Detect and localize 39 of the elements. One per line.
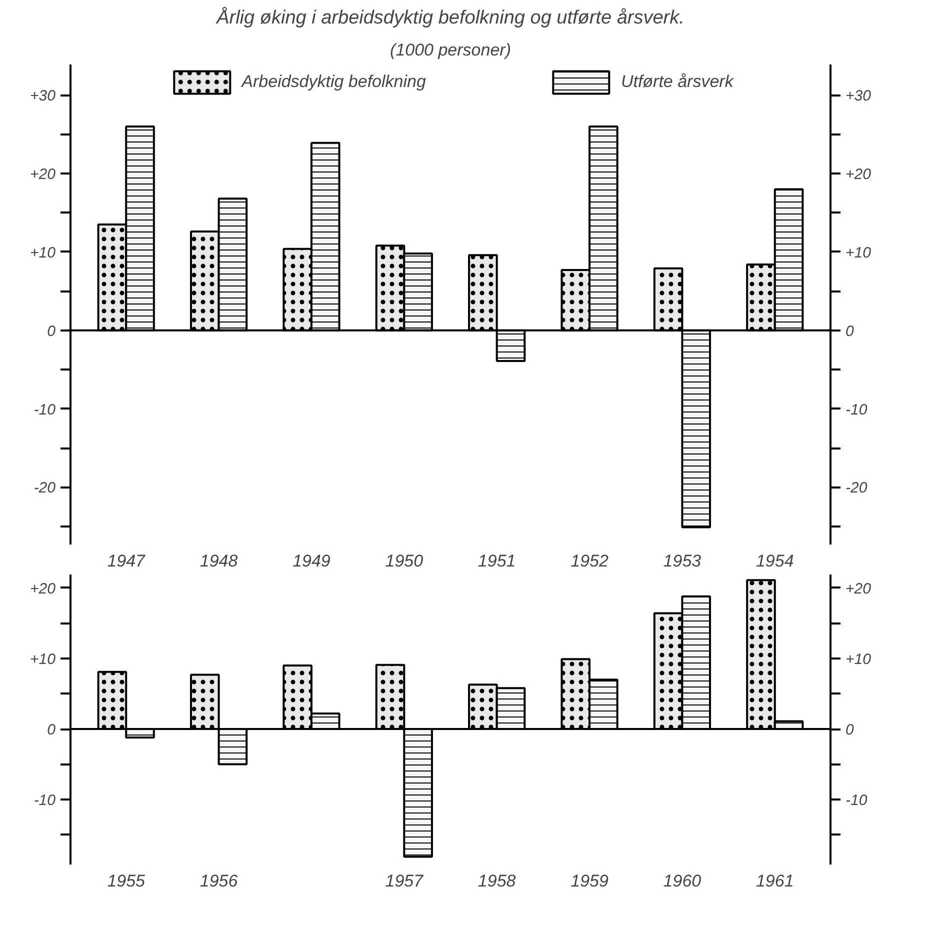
x-tick-label: 1959 xyxy=(570,872,609,890)
y2-tick-label: 0 xyxy=(846,722,854,739)
x-tick-label: 1953 xyxy=(663,552,702,570)
x-tick-label: 1948 xyxy=(200,552,238,570)
x-tick-label: 1960 xyxy=(663,872,702,890)
y-tick-label: +10 xyxy=(30,650,56,668)
x-tick-label: 1950 xyxy=(385,552,424,570)
chart-subtitle: (1000 personer) xyxy=(390,40,511,60)
y-tick-label: +10 xyxy=(30,244,56,262)
y2-tick-label: +10 xyxy=(846,650,872,668)
x-tick-label: 1957 xyxy=(385,872,424,890)
y-tick-label: +20 xyxy=(30,166,56,184)
y-tick-label: -10 xyxy=(34,401,56,418)
y2-tick-label: 0 xyxy=(846,322,854,340)
y-tick-label: 0 xyxy=(47,322,56,340)
legend-label: Arbeidsdyktig befolkning xyxy=(242,72,426,92)
y2-tick-label: -10 xyxy=(846,401,868,418)
x-tick-label: 1954 xyxy=(756,552,794,570)
y-tick-label: 0 xyxy=(47,722,56,739)
y2-tick-label: -10 xyxy=(846,792,868,810)
x-tick-label: 1952 xyxy=(570,552,609,570)
y-tick-label: +30 xyxy=(30,88,56,105)
x-tick-label: 1949 xyxy=(292,552,331,570)
y-tick-label: +20 xyxy=(30,580,56,598)
x-tick-label: 1955 xyxy=(107,872,146,890)
x-tick-label: 1951 xyxy=(478,552,516,570)
x-tick-label: 1958 xyxy=(478,872,516,890)
x-tick-label: 1947 xyxy=(107,552,146,570)
legend-label: Utførte årsverk xyxy=(620,72,734,92)
y-tick-label: -20 xyxy=(34,480,56,497)
y2-tick-label: +30 xyxy=(846,88,872,105)
y2-tick-label: +20 xyxy=(846,166,872,184)
x-tick-label: 1961 xyxy=(756,872,794,890)
y2-tick-label: +10 xyxy=(846,244,872,262)
y-tick-label: -10 xyxy=(34,792,56,810)
x-tick-label: 1956 xyxy=(200,872,238,890)
y2-tick-label: -20 xyxy=(846,480,868,497)
chart-title: Årlig øking i arbeidsdyktig befolkning og utførte årsverk. xyxy=(216,6,684,28)
y2-tick-label: +20 xyxy=(846,580,872,598)
